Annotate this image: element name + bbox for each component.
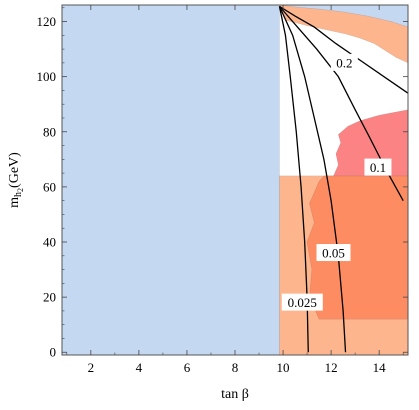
y-tick-label: 0 <box>50 345 57 360</box>
contour-label-0.2: 0.2 <box>336 55 352 70</box>
x-tick-label: 6 <box>184 360 191 375</box>
y-axis-label: mh2(GeV) <box>7 152 25 208</box>
y-tick-label: 60 <box>43 179 56 194</box>
contour-line-0.05 <box>278 6 347 353</box>
y-tick-label: 100 <box>37 69 57 84</box>
x-tick-label: 2 <box>88 360 95 375</box>
x-tick-label: 10 <box>277 360 290 375</box>
y-tick-label: 80 <box>43 124 56 139</box>
top-orange <box>279 5 408 64</box>
contour-label-0.025: 0.025 <box>288 295 317 310</box>
contour-label-0.05: 0.05 <box>322 246 345 261</box>
contour-label-bg-0.025 <box>281 293 323 311</box>
y-axis-label-subsub: 2 <box>16 188 25 192</box>
x-tick-label: 4 <box>136 360 143 375</box>
contour-labels: 0.2 0.1 0.05 0.025 <box>281 53 392 311</box>
contour-line-0.025 <box>278 6 309 353</box>
contour-line-0.2 <box>279 5 408 94</box>
blue-region <box>62 5 280 355</box>
axis-ticks: 2 4 6 8 10 12 14 0 20 40 60 80 100 120 <box>37 5 408 375</box>
y-axis-label-sub: h <box>13 192 24 197</box>
top-blue-sliver <box>279 5 408 28</box>
regions <box>62 5 408 355</box>
y-tick-label: 40 <box>43 235 56 250</box>
x-tick-label: 12 <box>325 360 338 375</box>
contour-label-0.1: 0.1 <box>370 160 386 175</box>
y-axis-label-unit: (GeV) <box>7 152 22 188</box>
y-tick-label: 120 <box>37 14 57 29</box>
x-tick-label: 14 <box>373 360 387 375</box>
contour-label-bg-0.05 <box>316 244 351 262</box>
x-tick-label: 8 <box>232 360 239 375</box>
contour-label-bg-0.2 <box>330 53 358 71</box>
contour-label-bg-0.1 <box>364 158 392 176</box>
y-axis-label-main: m <box>7 197 22 208</box>
x-axis-label: tan β <box>221 387 249 402</box>
y-tick-label: 20 <box>43 290 56 305</box>
